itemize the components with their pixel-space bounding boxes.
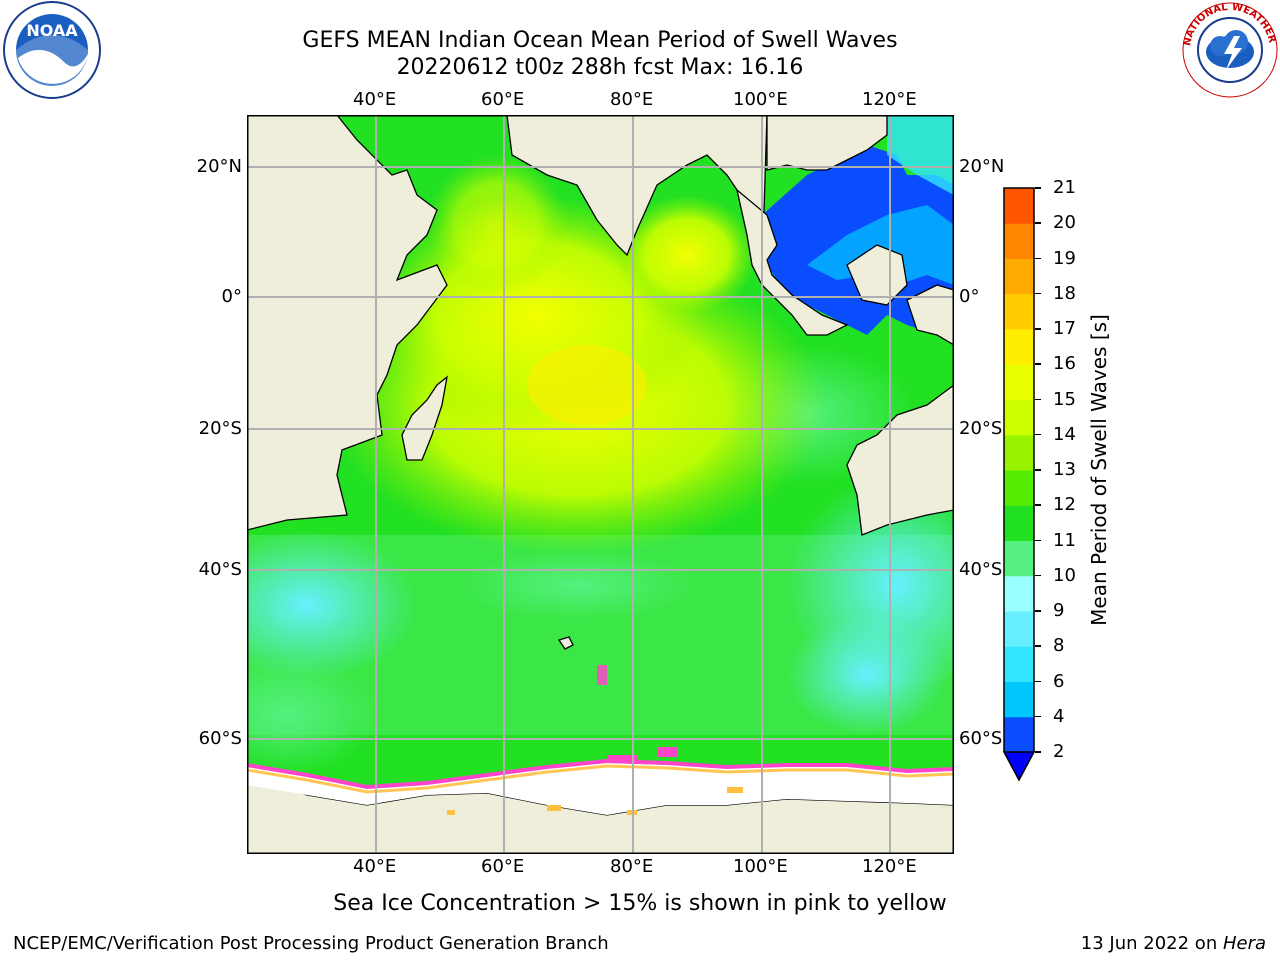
sea-ice-note: Sea Ice Concentration > 15% is shown in … [333,891,947,916]
colorbar-tick-label: 15 [1053,388,1076,410]
colorbar-tick-label: 8 [1053,635,1065,657]
colorbar-tick-mark [1035,610,1041,612]
lon-label-top-120e: 120°E [862,89,917,110]
lat-label-left-60s: 60°S [198,728,242,749]
colorbar-swatch [1004,505,1034,541]
colorbar-tick-mark [1035,504,1041,506]
colorbar-tick-mark [1035,680,1041,682]
colorbar-extend-arrow [1002,751,1036,782]
colorbar-tick-mark [1035,645,1041,647]
lon-label-top-100e: 100°E [733,89,788,110]
colorbar-tick-mark [1035,187,1041,189]
colorbar-swatch [1004,540,1034,577]
ice-patches-pink [597,665,677,763]
colorbar-swatch [1004,329,1034,365]
colorbar-swatch [1004,611,1034,647]
lon-label-top-80e: 80°E [610,89,654,110]
footer-machine: Hera [1222,933,1266,954]
lon-label-top-60e: 60°E [481,89,525,110]
colorbar-tick-label: 18 [1053,282,1076,304]
colorbar-tick-label: 13 [1053,459,1076,480]
lat-label-left-20n: 20°N [196,156,242,177]
colorbar-swatch [1004,223,1034,259]
plot-title-line2: 20220612 t00z 288h fcst Max: 16.16 [396,55,804,80]
colorbar-swatch [1004,293,1034,330]
colorbar-tick-mark [1035,433,1041,436]
lat-label-left-40s: 40°S [198,559,242,580]
colorbar-tick-mark [1035,328,1041,330]
colorbar [1000,186,1040,786]
lon-label-bottom-80e: 80°E [610,856,654,877]
colorbar-tick-mark [1035,398,1041,400]
colorbar-tick-label: 19 [1053,247,1076,269]
colorbar-frame [1003,187,1035,752]
lat-label-right-20n: 20°N [959,156,1005,177]
sea-ice [247,763,954,815]
colorbar-swatch [1004,470,1034,506]
colorbar-tick-label: 12 [1053,494,1076,516]
lat-label-right-20s: 20°S [959,418,1003,439]
colorbar-tick-label: 16 [1053,353,1076,375]
plot-title-line1: GEFS MEAN Indian Ocean Mean Period of Sw… [302,28,898,53]
colorbar-tick-label: 17 [1053,318,1076,339]
colorbar-tick-mark [1035,574,1041,577]
colorbar-label: Mean Period of Swell Waves [s] [1087,314,1111,626]
colorbar-swatch [1004,188,1034,224]
colorbar-tick-label: 6 [1053,670,1065,692]
lat-label-right-0: 0° [959,286,980,307]
lon-label-bottom-120e: 120°E [862,856,917,877]
colorbar-tick-mark [1035,469,1041,471]
colorbar-tick-label: 20 [1053,212,1076,234]
colorbar-tick-label: 11 [1053,529,1076,551]
noaa-logo-text: NOAA [26,21,78,40]
lat-label-right-60s: 60°S [959,728,1003,749]
footer-branch: NCEP/EMC/Verification Post Processing Pr… [13,933,609,954]
colorbar-tick-mark [1035,751,1041,753]
colorbar-tick-label: 4 [1053,705,1065,727]
colorbar-swatch [1004,364,1034,400]
colorbar-tick-mark [1035,715,1041,718]
colorbar-swatch [1004,716,1034,753]
colorbar-swatch [1004,399,1034,436]
map-panel [197,114,1007,855]
cyan-patch-sw [197,530,417,680]
noaa-logo: NOAA [2,0,102,100]
colorbar-tick-mark [1035,363,1041,365]
swell-period-map [197,114,1007,855]
colorbar-tick-mark [1035,222,1041,224]
lon-label-bottom-100e: 100°E [733,856,788,877]
lon-label-top-40e: 40°E [353,89,397,110]
lon-label-bottom-40e: 40°E [353,856,397,877]
colorbar-label-wrap: Mean Period of Swell Waves [s] [1082,190,1116,750]
colorbar-swatches [1002,187,1036,782]
colorbar-tick-label: 10 [1053,564,1076,586]
graticule [247,115,954,854]
footer-date-text: 13 Jun 2022 on [1080,933,1223,954]
colorbar-tick-mark [1035,257,1041,259]
colorbar-tick-mark [1035,292,1041,295]
nws-logo: NATIONAL WEATHER SERVICE [1176,0,1280,100]
colorbar-swatch [1004,681,1034,718]
colorbar-swatch [1004,646,1034,682]
colorbar-ticks: 2 4 6 8 9 10 11 12 13 14 15 16 17 18 19 20 21 [1035,177,1095,786]
colorbar-tick-mark [1035,539,1041,541]
lat-label-left-0: 0° [221,286,242,307]
colorbar-tick-label: 2 [1053,741,1065,762]
colorbar-tick-label: 21 [1053,177,1076,198]
footer-date: 13 Jun 2022 on Hera [1081,933,1266,954]
colorbar-swatch [1004,258,1034,295]
colorbar-swatch [1004,434,1034,471]
lon-label-bottom-60e: 60°E [481,856,525,877]
lat-label-left-20s: 20°S [198,418,242,439]
lat-label-right-40s: 40°S [959,559,1003,580]
colorbar-swatch [1004,575,1034,612]
colorbar-tick-label: 14 [1053,423,1076,445]
colorbar-tick-label: 9 [1053,600,1065,621]
